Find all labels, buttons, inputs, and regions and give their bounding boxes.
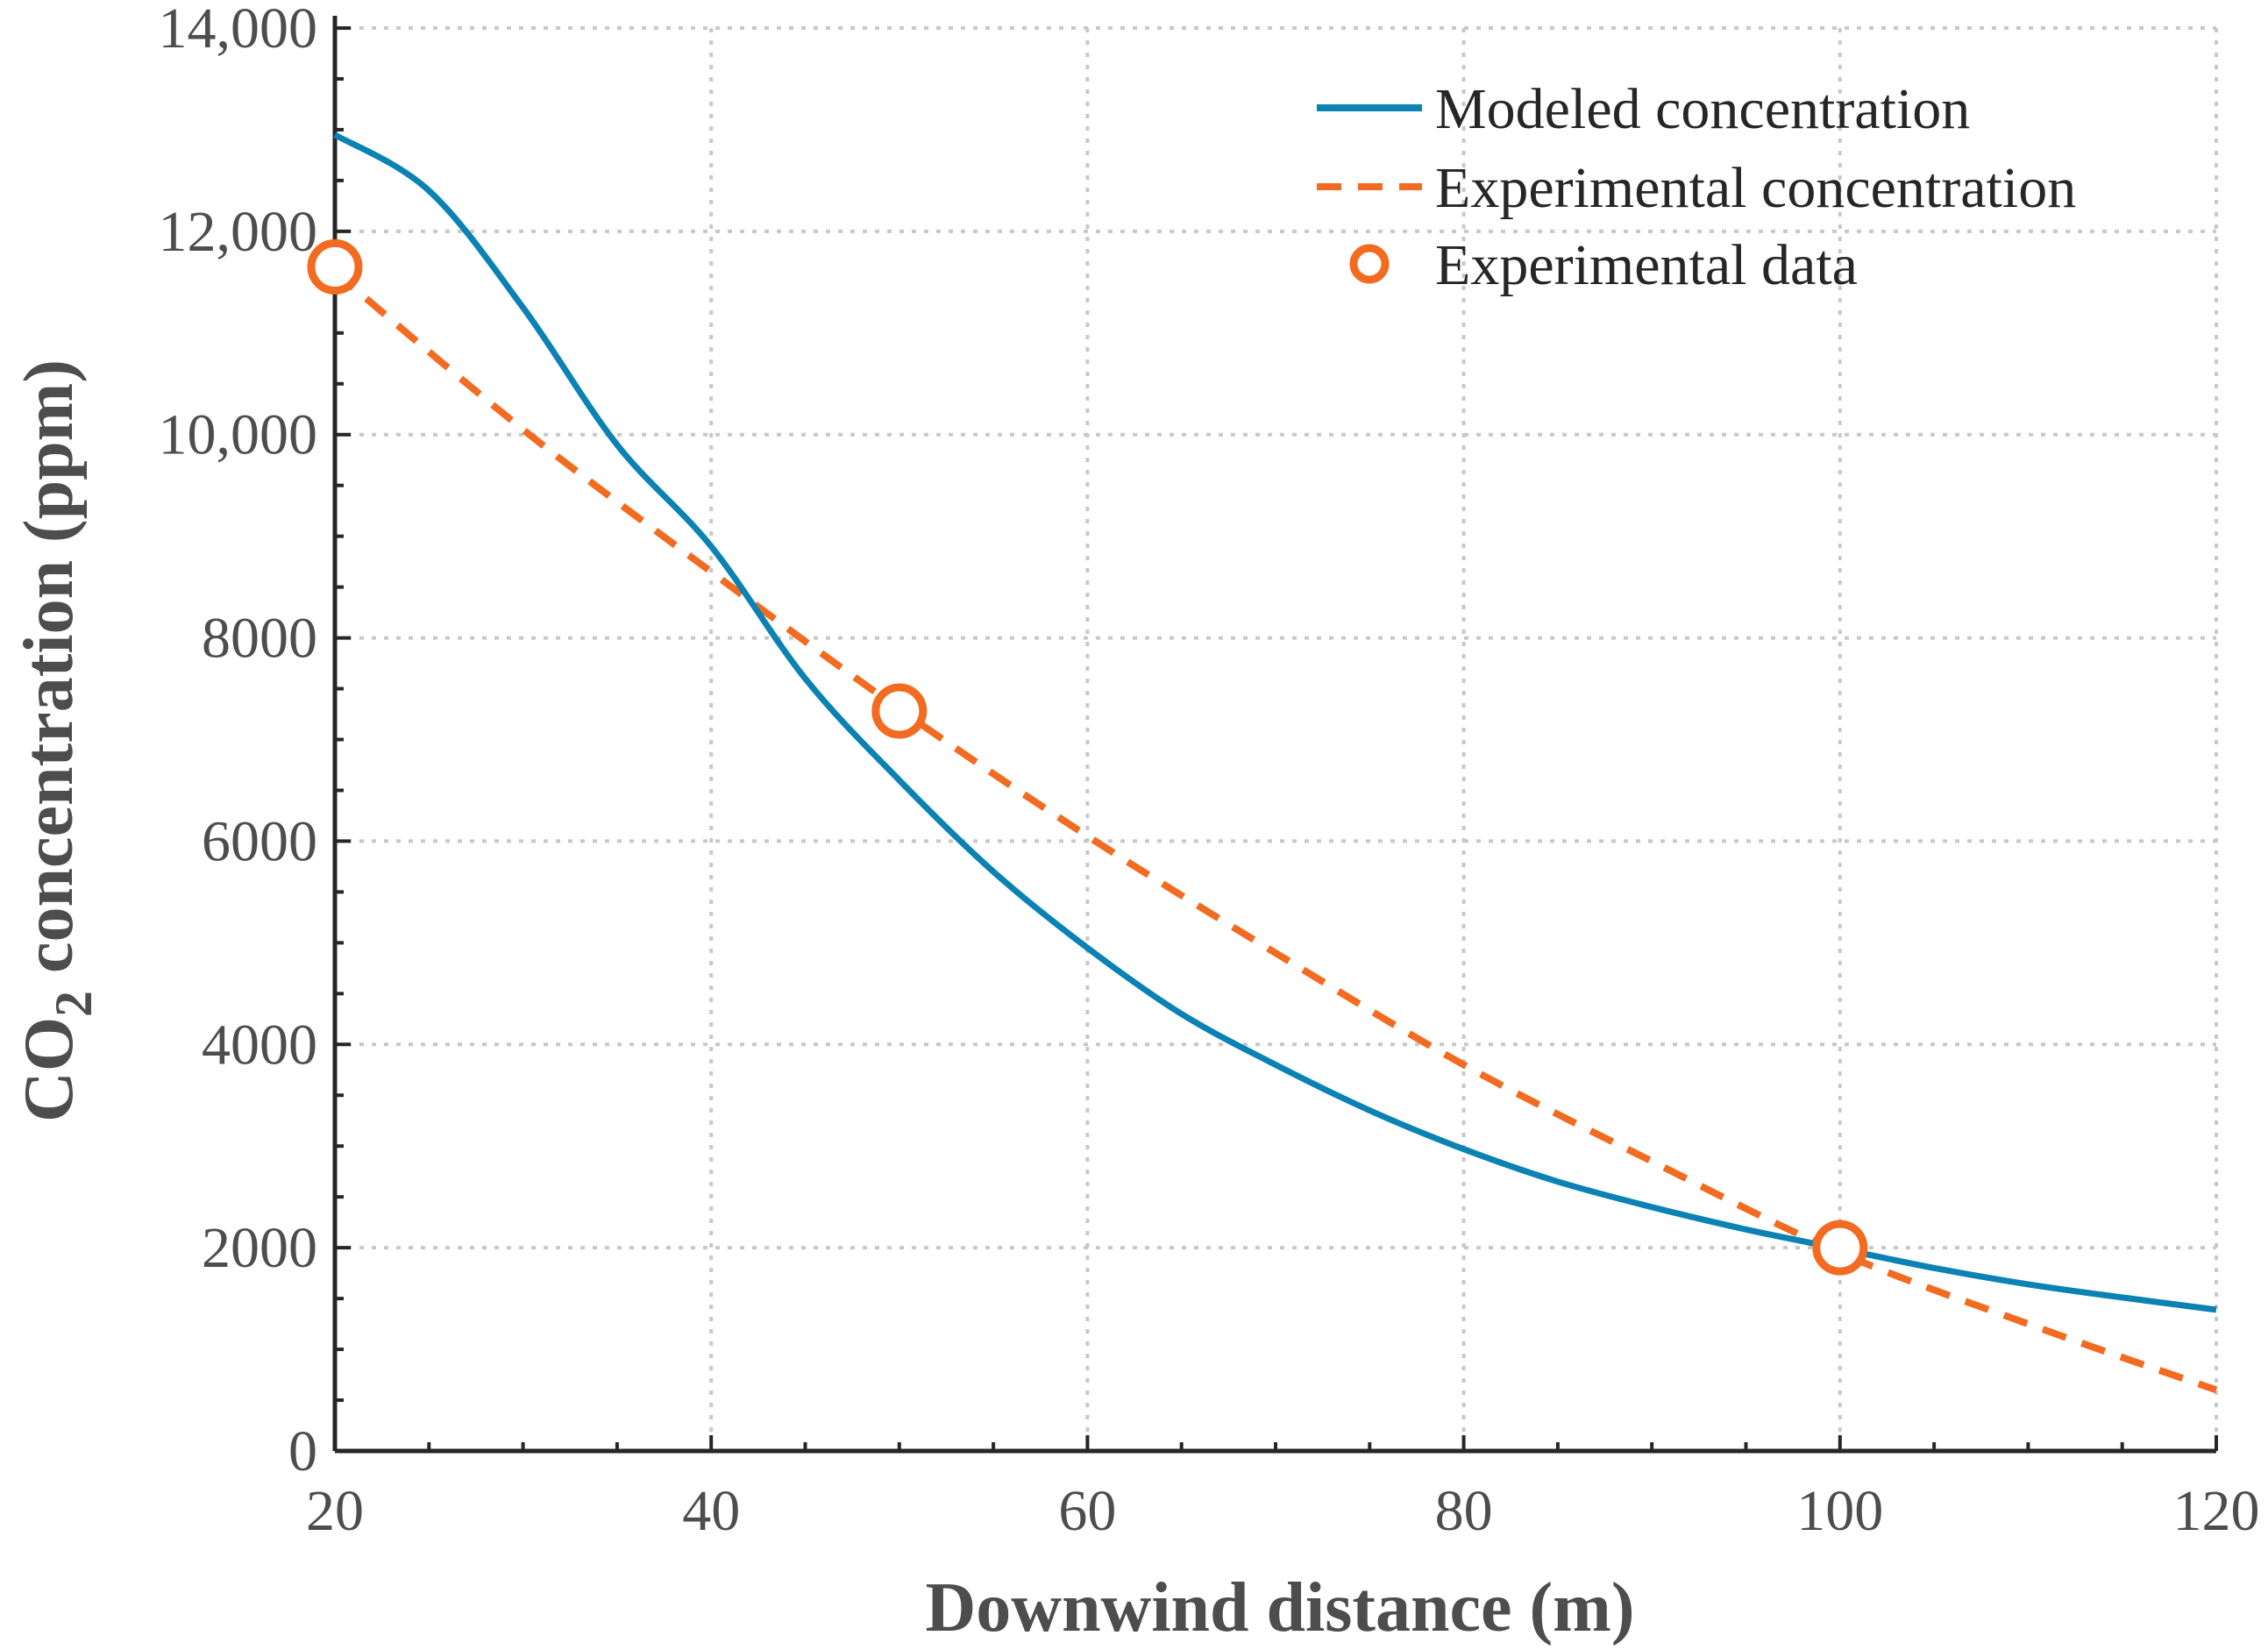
x-tick-label-40: 40 — [682, 1479, 740, 1543]
y-tick-label-10000: 10,000 — [159, 403, 318, 467]
legend-label-experimental-data: Experimental data — [1435, 233, 1858, 297]
legend-label-experimental-concentration: Experimental concentration — [1435, 156, 2076, 220]
x-tick-label-120: 120 — [2173, 1479, 2260, 1543]
x-axis-title: Downwind distance (m) — [926, 1569, 1635, 1646]
experimental-data-point-50 — [871, 683, 928, 739]
major-ticks — [333, 26, 2218, 1453]
x-tick-labels: 20 40 60 80 100 120 — [306, 1479, 2260, 1543]
x-tick-label-60: 60 — [1058, 1479, 1116, 1543]
y-tick-label-14000: 14,000 — [159, 0, 318, 60]
legend-label-modeled: Modeled concentration — [1435, 77, 1970, 141]
x-tick-label-20: 20 — [306, 1479, 364, 1543]
legend: Modeled concentration Experimental conce… — [1317, 77, 2076, 297]
grid-layer — [335, 26, 2218, 1451]
y-axis-title-rest: concentration (ppm) — [11, 359, 88, 991]
y-axis-title-main: CO — [11, 1017, 88, 1122]
legend-swatch-experimental-data — [1349, 244, 1390, 284]
y-tick-label-4000: 4000 — [202, 1013, 317, 1077]
experimental-data-point-20 — [307, 238, 363, 295]
series-experimental-concentration-line — [332, 269, 2218, 1394]
x-tick-label-80: 80 — [1435, 1479, 1493, 1543]
y-axis-title-subscript: 2 — [45, 991, 103, 1017]
x-tick-label-100: 100 — [1796, 1479, 1883, 1543]
y-tick-label-12000: 12,000 — [159, 200, 318, 264]
y-tick-labels: 0 2000 4000 6000 8000 10,000 12,000 14,000 — [159, 0, 318, 1483]
y-tick-label-2000: 2000 — [202, 1216, 317, 1280]
y-tick-label-0: 0 — [288, 1419, 317, 1483]
series-layer — [307, 132, 2218, 1394]
experimental-data-point-100 — [1812, 1220, 1868, 1276]
series-modeled-concentration-line — [333, 132, 2217, 1313]
y-tick-label-8000: 8000 — [202, 607, 317, 671]
y-tick-label-6000: 6000 — [202, 809, 317, 873]
y-axis-title: CO2 concentration (ppm) — [11, 359, 103, 1122]
